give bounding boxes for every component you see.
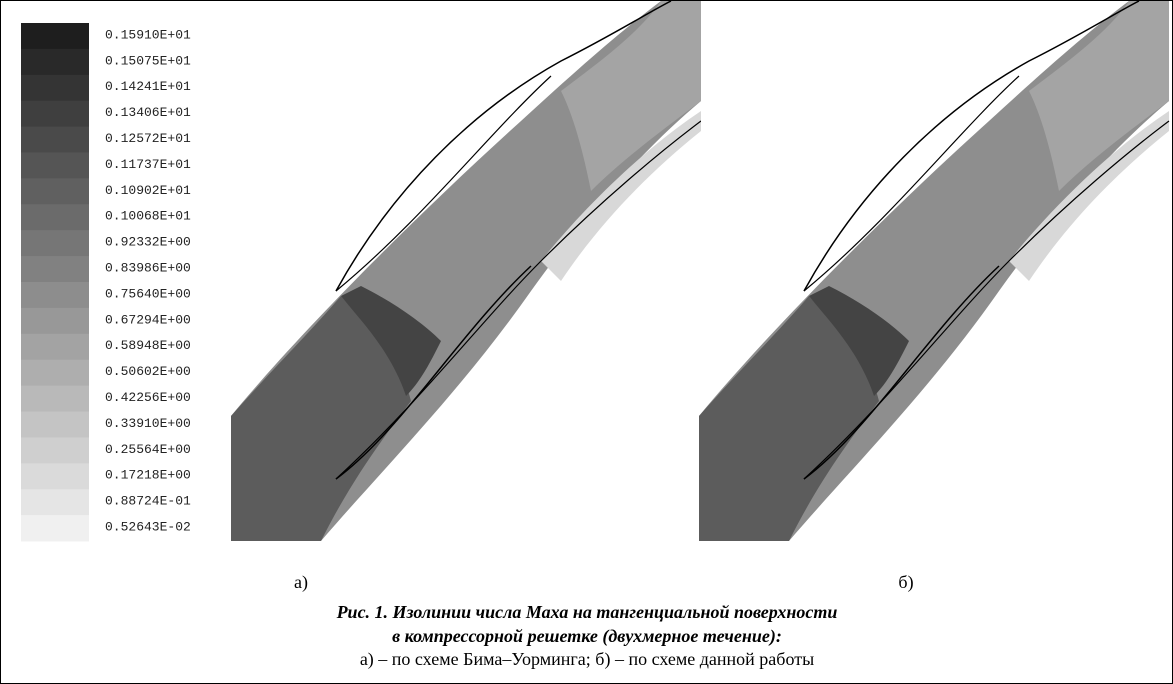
colorbar-label: 0.17218E+00 — [105, 468, 191, 483]
colorbar-label: 0.15910E+01 — [105, 27, 191, 42]
colorbar-swatch — [21, 360, 89, 386]
colorbar-swatch — [21, 437, 89, 463]
colorbar-label: 0.88724E-01 — [105, 494, 191, 509]
colorbar-label: 0.50602E+00 — [105, 364, 191, 379]
colorbar-label: 0.12572E+01 — [105, 131, 191, 146]
colorbar-swatch — [21, 75, 89, 101]
colorbar-swatch — [21, 127, 89, 153]
colorbar-swatch — [21, 463, 89, 489]
colorbar-label: 0.11737E+01 — [105, 157, 191, 172]
colorbar-swatch — [21, 489, 89, 515]
colorbar-swatch — [21, 204, 89, 230]
caption-text: а) – по схеме Бима–Уорминга; б) – по схе… — [360, 649, 814, 670]
colorbar-swatch — [21, 23, 89, 49]
colorbar-label: 0.75640E+00 — [105, 286, 191, 301]
colorbar-swatch — [21, 282, 89, 308]
panel-label: б) — [898, 572, 913, 593]
colorbar-swatch — [21, 230, 89, 256]
colorbar-swatch — [21, 308, 89, 334]
colorbar-label: 0.52643E-02 — [105, 520, 191, 535]
colorbar-swatch — [21, 515, 89, 541]
colorbar-swatch — [21, 386, 89, 412]
colorbar-swatch — [21, 178, 89, 204]
colorbar-label: 0.42256E+00 — [105, 390, 191, 405]
colorbar-label: 0.15075E+01 — [105, 53, 191, 68]
colorbar-label: 0.13406E+01 — [105, 105, 191, 120]
colorbar-swatch — [21, 334, 89, 360]
contour-plot-b — [699, 1, 1169, 541]
colorbar-label: 0.25564E+00 — [105, 442, 191, 457]
colorbar-swatch — [21, 256, 89, 282]
colorbar-label: 0.10902E+01 — [105, 183, 191, 198]
colorbar-label: 0.33910E+00 — [105, 416, 191, 431]
colorbar-label: 0.10068E+01 — [105, 209, 191, 224]
colorbar-swatch — [21, 49, 89, 75]
contour-plot-a — [231, 1, 701, 541]
colorbar-label: 0.67294E+00 — [105, 312, 191, 327]
colorbar-label: 0.58948E+00 — [105, 338, 191, 353]
colorbar-label: 0.14241E+01 — [105, 79, 191, 94]
figure: 0.15910E+01 0.15075E+01 0.14241E+01 0.13406… — [0, 0, 1173, 684]
figure-canvas: 0.15910E+01 0.15075E+01 0.14241E+01 0.13406… — [1, 1, 1172, 683]
colorbar-swatch — [21, 412, 89, 438]
colorbar-swatch — [21, 101, 89, 127]
colorbar: 0.15910E+01 0.15075E+01 0.14241E+01 0.13406… — [21, 23, 191, 542]
caption-title: в компрессорной решетке (двухмерное тече… — [392, 626, 782, 647]
panel-label: а) — [294, 572, 308, 593]
colorbar-swatch — [21, 153, 89, 179]
caption-title: Рис. 1. Изолинии числа Маха на тангенциа… — [336, 602, 838, 622]
colorbar-label: 0.83986E+00 — [105, 261, 191, 276]
colorbar-label: 0.92332E+00 — [105, 235, 191, 250]
